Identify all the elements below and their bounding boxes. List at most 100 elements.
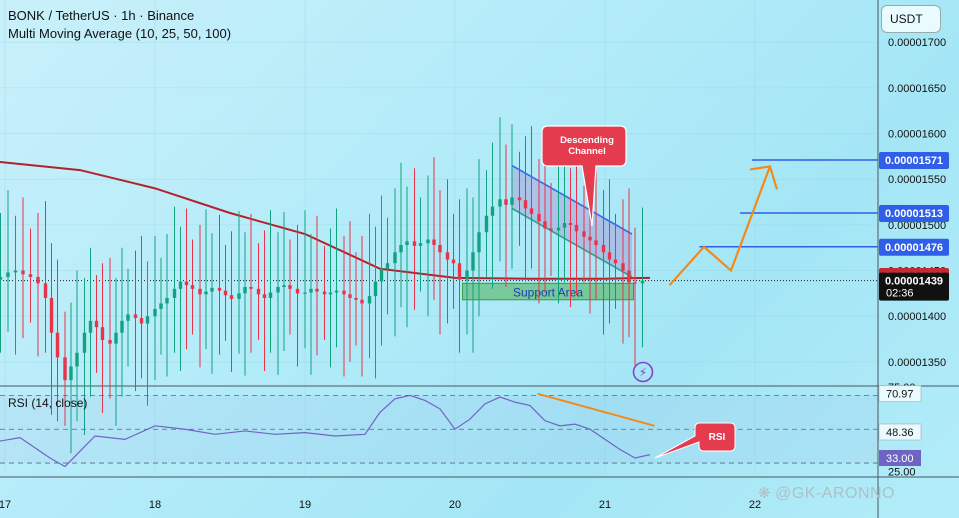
candle-body [28,274,33,277]
lightning-icon-glyph: ⚡ [639,366,647,380]
candle-body [237,293,241,299]
candle-body [210,287,214,292]
descending-channel-text-line: Channel [568,146,605,157]
candle-body [184,281,189,286]
price-tag-label: 0.00001513 [885,208,943,220]
candle-body [108,339,112,344]
candle-body [69,366,73,381]
candle-body [229,295,234,299]
candle-body [13,270,18,273]
price-axis-tick: 0.00001350 [888,357,946,369]
candle-body [249,287,253,289]
candle-body [6,272,10,277]
rsi-tag [879,450,921,466]
candle-body [471,252,475,271]
candle-body [268,292,273,298]
moving-average-line [0,160,651,280]
candle-body [303,292,307,294]
price-tag-label: 0.00001439 [885,276,943,288]
rsi-line [0,394,651,468]
candle-body [379,268,384,282]
candle-body [342,290,346,295]
candle-body [21,270,25,275]
price-tag [879,238,949,256]
price-axis-tick: 0.00001500 [888,220,946,232]
candle-body [451,259,456,264]
candle-body [465,270,469,280]
rsi-tag-label: 33.00 [886,453,914,465]
candle-body [412,241,417,246]
price-tag-countdown: 02:36 [886,288,914,300]
rsi-tag-label: 48.36 [886,427,914,439]
candle-body [100,327,105,340]
time-axis-tick: 19 [299,499,311,511]
candle-body [0,276,3,280]
candle-body [556,227,561,231]
candle-body [621,263,625,271]
time-axis-tick: 22 [749,499,761,511]
candle-body [405,241,409,245]
candle-body [498,199,502,207]
currency-button[interactable]: USDT [881,5,941,33]
candle-body [165,297,169,304]
time-axis-tick: 18 [149,499,161,511]
price-axis-tick: 0.00001700 [888,37,946,49]
rsi-callout [654,422,736,459]
candle-body [322,291,327,295]
candle-body [88,320,93,333]
rsi-title: RSI (14, close) [8,396,87,410]
price-tag-label: 0.00001571 [885,155,943,167]
candle-body [445,252,450,260]
candle-body [315,288,319,292]
candle-body [256,288,261,295]
candle-body [457,263,462,280]
candle-body [588,236,592,241]
candle-body [393,252,397,264]
candle-body [36,276,40,284]
candle-body [139,318,144,324]
butterfly-icon: ❋ [758,485,772,502]
price-axis-tick: 0.00001550 [888,174,946,186]
candle-body [633,282,637,284]
candle-body [198,288,202,295]
candle-body [223,290,228,296]
candle-body [504,199,508,205]
candle-body [217,287,222,291]
candle-body [309,288,313,293]
candle-body [537,213,541,222]
candle-body [574,224,579,232]
candle-body [276,287,280,293]
candle-body [55,332,60,358]
time-axis-tick: 17 [0,499,11,511]
candle-body [262,294,267,298]
candle-body [153,308,157,317]
support-area-box [462,282,634,301]
candle-body [607,252,612,260]
lightning-icon [632,361,654,383]
candle-body [373,281,378,297]
price-axis-tick: 0.00001400 [888,311,946,323]
candle-body [549,228,553,231]
candle-body [172,288,177,298]
rsi-callout-text: RSI [709,432,726,443]
candle-body [543,221,547,229]
candle-body [640,280,645,284]
time-axis-tick: 21 [599,499,611,511]
rsi-band-fill [0,395,878,464]
price-axis-tick: 0.00001600 [888,129,946,141]
rsi-tag-label: 70.97 [886,389,914,401]
candle-body [627,270,631,283]
candle-body [432,239,436,245]
candle-body [43,283,48,298]
candle-body [133,314,138,319]
candle-body [582,231,586,237]
chart-symbol-title: BONK / TetherUS · 1h · Binance [8,8,195,23]
indicator-title: Multi Moving Average (10, 25, 50, 100) [8,26,232,41]
candle-body [120,320,124,333]
price-tag [879,152,949,170]
candle-body [288,285,292,289]
candle-body [529,208,534,214]
descending-channel-callout [541,125,627,227]
candle-body [295,288,300,294]
